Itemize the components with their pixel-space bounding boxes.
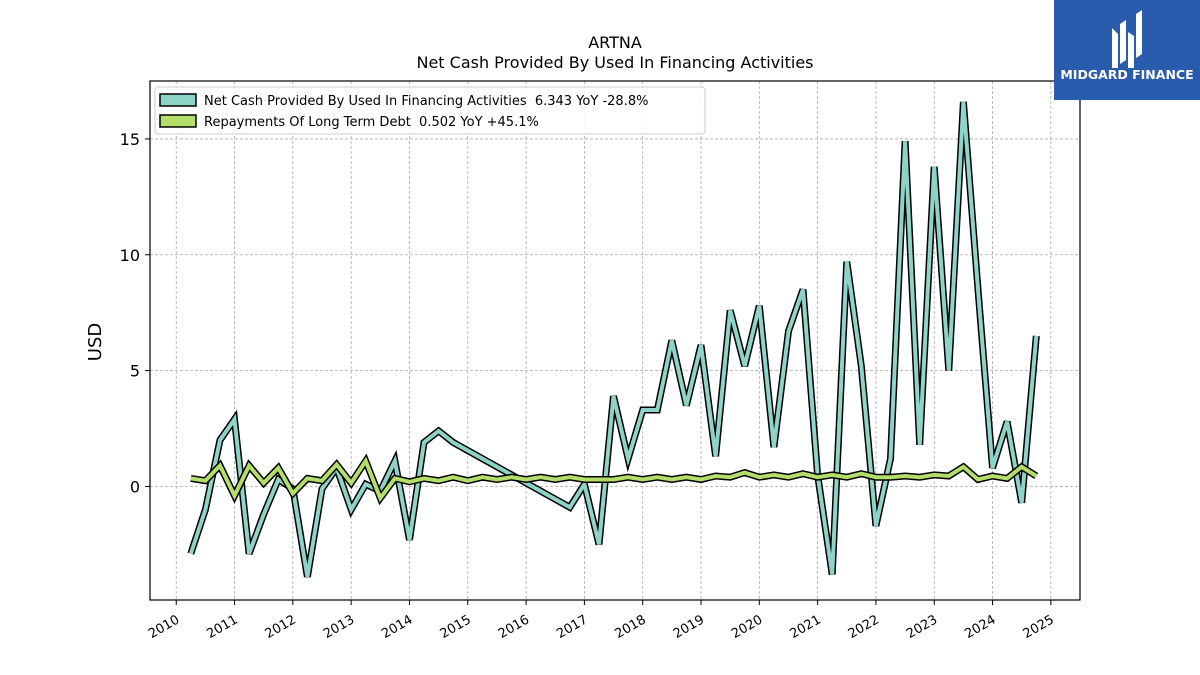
x-tick-label: 2017	[554, 612, 590, 642]
legend-label-series-2: Repayments Of Long Term Debt 0.502 YoY +…	[204, 115, 539, 130]
y-tick-label: 10	[120, 246, 140, 265]
series-layer	[187, 101, 1040, 578]
x-tick-label: 2024	[962, 612, 998, 642]
chart-subtitle: Net Cash Provided By Used In Financing A…	[416, 53, 813, 72]
legend-label-series-1: Net Cash Provided By Used In Financing A…	[204, 94, 648, 109]
legend-box	[154, 86, 706, 135]
x-tick-label: 2012	[263, 612, 299, 642]
x-tick-label: 2011	[204, 612, 240, 642]
x-tick-label: 2018	[613, 612, 649, 642]
plot-frame	[149, 80, 1081, 601]
x-tick-label: 2015	[438, 612, 474, 642]
midgard-logo-icon	[1112, 10, 1142, 68]
legend-swatch-series-2	[159, 114, 197, 128]
x-tick-label: 2022	[846, 612, 882, 642]
legend-swatch-series-1	[159, 93, 197, 107]
series-1-line	[188, 101, 1039, 578]
x-tick-label: 2023	[904, 612, 940, 642]
brand-logo: MIDGARD FINANCE	[1054, 0, 1200, 100]
y-axis-label: USD	[85, 323, 106, 361]
grid	[150, 81, 1080, 600]
x-tick-label: 2016	[496, 612, 532, 642]
x-tick-label: 2010	[146, 612, 182, 642]
chart-title: ARTNA	[588, 33, 642, 52]
x-tick-label: 2021	[787, 612, 823, 642]
x-tick-label: 2013	[321, 612, 357, 642]
y-tick-label: 5	[130, 362, 140, 381]
series-2-line	[190, 456, 1038, 503]
y-tick-label: 0	[130, 477, 140, 496]
legend: Net Cash Provided By Used In Financing A…	[154, 86, 706, 135]
brand-logo-text: MIDGARD FINANCE	[1060, 67, 1194, 82]
x-tick-label: 2014	[379, 612, 415, 642]
x-tick-label: 2019	[671, 612, 707, 642]
x-tick-label: 2025	[1021, 612, 1057, 642]
y-tick-label: 15	[120, 130, 140, 149]
x-tick-label: 2020	[729, 612, 765, 642]
